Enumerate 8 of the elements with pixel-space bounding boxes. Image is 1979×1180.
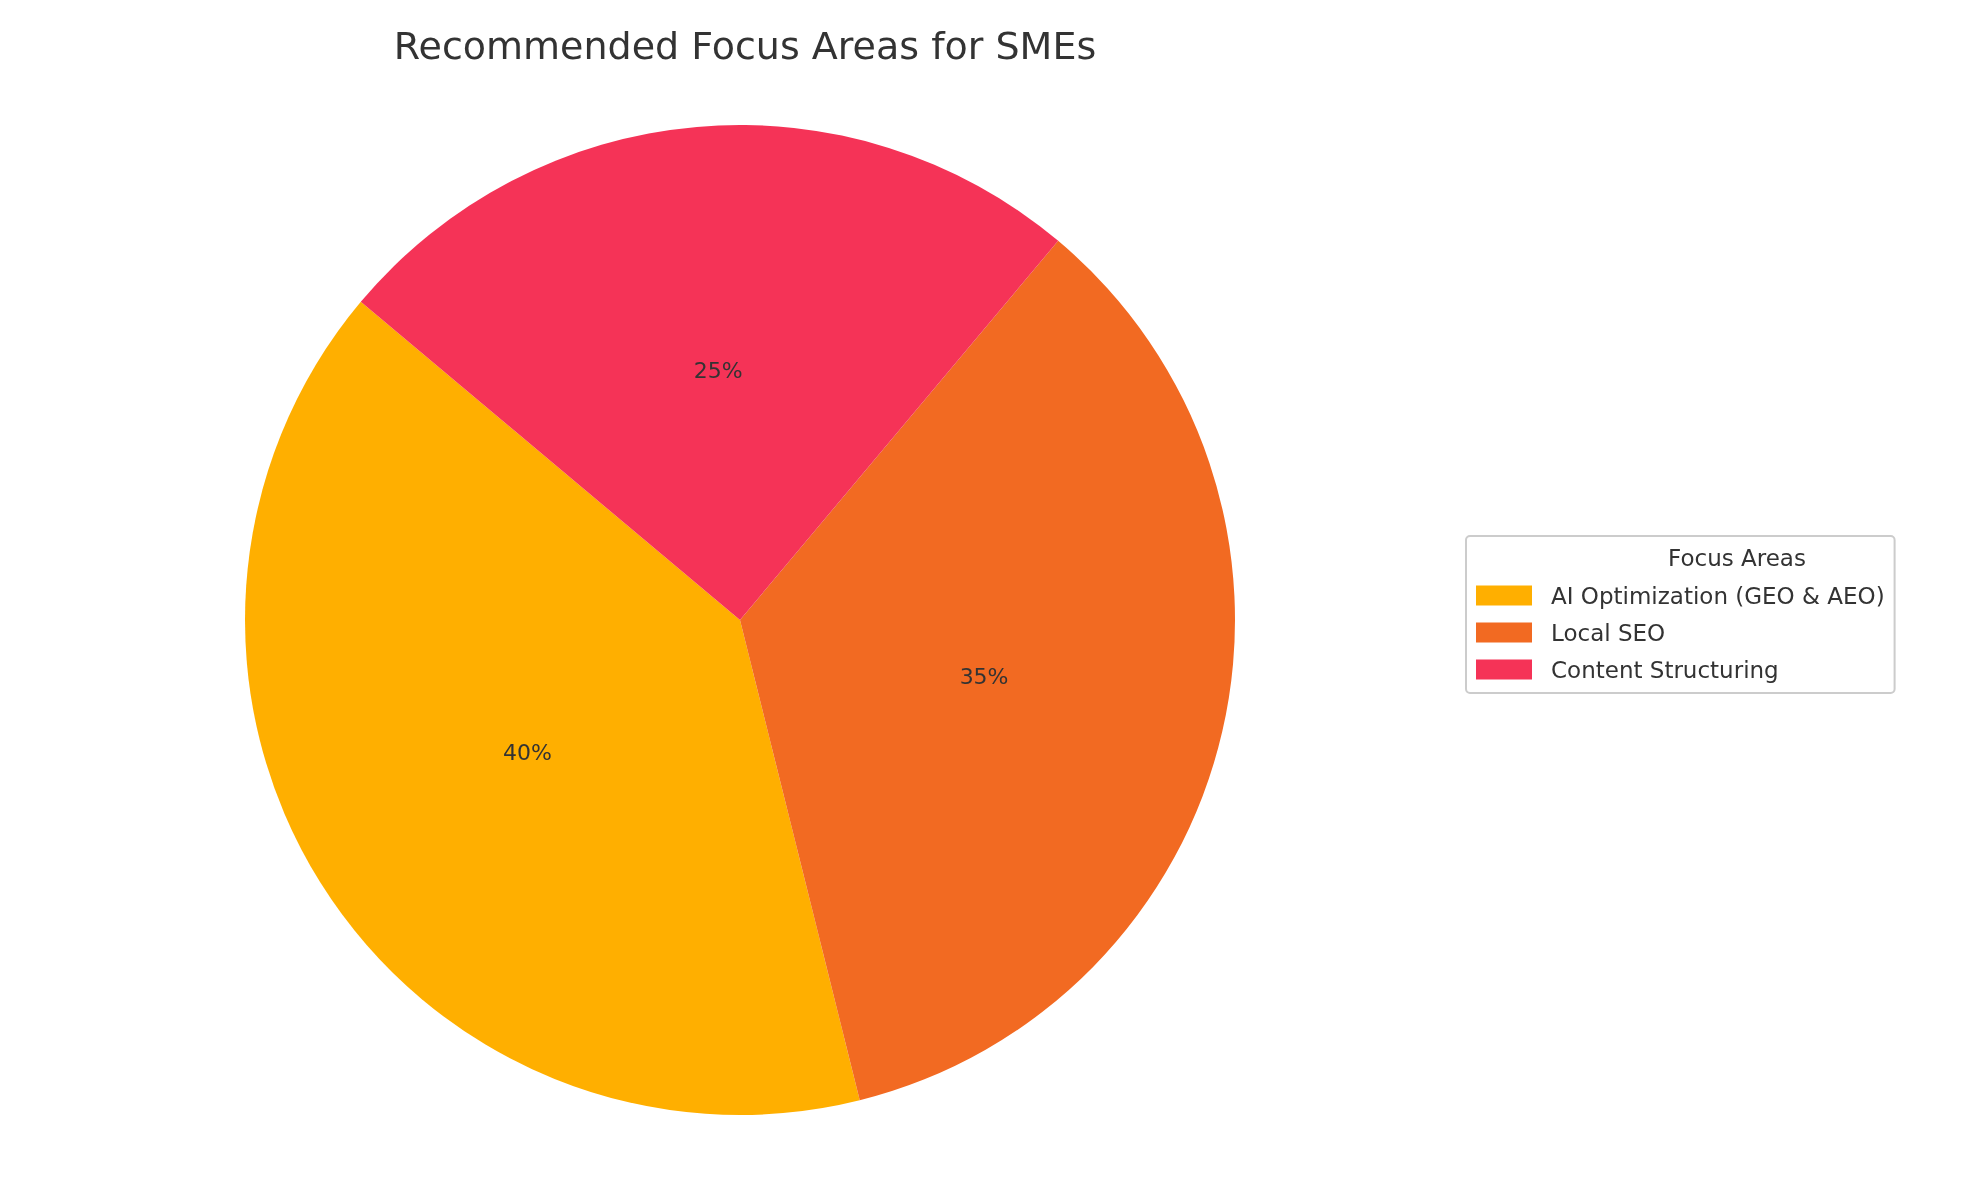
legend-label: AI Optimization (GEO & AEO) bbox=[1551, 582, 1885, 609]
legend-title: Focus Areas bbox=[1668, 544, 1806, 571]
data-label: 25% bbox=[693, 357, 743, 383]
legend-label: Local SEO bbox=[1551, 619, 1666, 646]
legend-label: Content Structuring bbox=[1551, 656, 1779, 683]
data-label: 35% bbox=[959, 663, 1009, 689]
data-label: 40% bbox=[503, 740, 553, 766]
chart-title: Recommended Focus Areas for SMEs bbox=[393, 24, 1097, 68]
